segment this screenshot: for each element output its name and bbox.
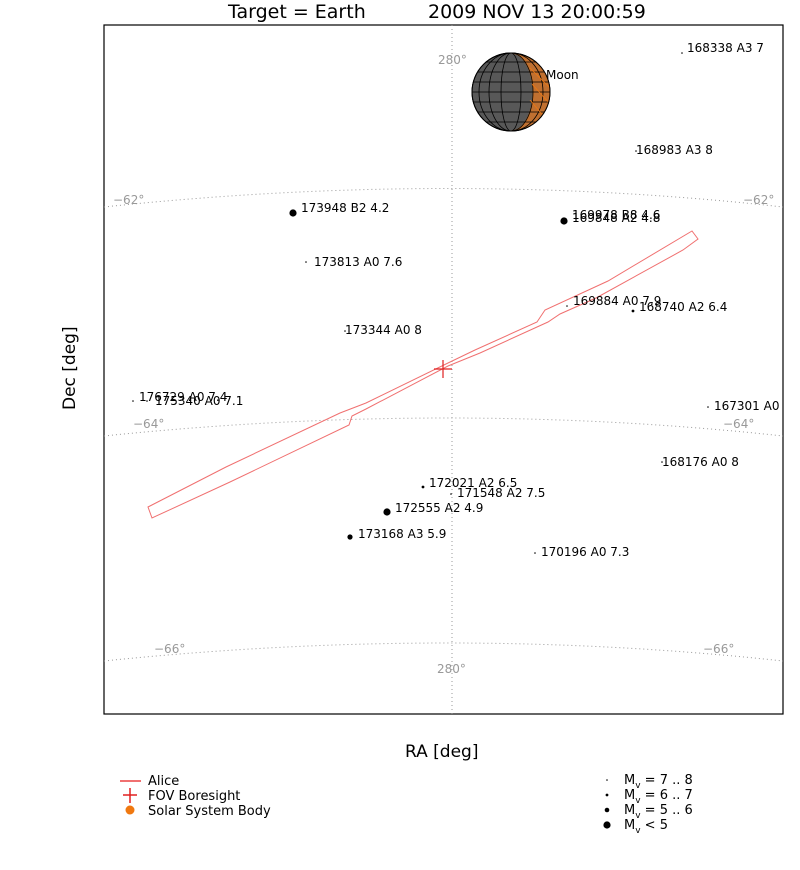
legend-mag-lt-5: Mv < 5 xyxy=(624,818,668,836)
star-label: 172021 A2 6.5 xyxy=(429,476,517,490)
star-markers xyxy=(132,52,709,554)
star-marker xyxy=(146,400,148,402)
star-marker xyxy=(681,52,683,54)
star-marker xyxy=(383,508,391,516)
star-label: 168983 A3 8 xyxy=(636,143,713,157)
star-label: 173948 B2 4.2 xyxy=(301,201,389,215)
star-marker xyxy=(132,400,134,402)
star-label: 173344 A0 8 xyxy=(345,323,422,337)
star-label: 169884 A0 7.9 xyxy=(573,294,661,308)
legend-mag-6-7: Mv = 6 .. 7 xyxy=(624,788,693,806)
star-marker xyxy=(289,209,297,217)
star-label: 169978 B8 4.6 xyxy=(572,208,660,222)
moon-label: Moon xyxy=(546,68,579,82)
ra-grid-label-top: 280° xyxy=(438,53,467,67)
star-marker xyxy=(534,552,536,554)
mag-5-6-legend-icon xyxy=(604,807,610,813)
legend-alice-label: Alice xyxy=(148,774,179,789)
star-marker xyxy=(450,493,452,495)
star-marker xyxy=(635,150,637,152)
star-marker xyxy=(344,330,346,332)
star-marker xyxy=(421,485,425,489)
legend-boresight-label: FOV Boresight xyxy=(148,789,240,804)
star-marker xyxy=(707,406,709,408)
y-axis-label: Dec [deg] xyxy=(60,326,80,410)
dec-grid-label-66-left: −66° xyxy=(154,642,185,656)
solar-body-legend-icon xyxy=(125,805,135,815)
star-label: 170196 A0 7.3 xyxy=(541,545,629,559)
dec-grid-label-64-left: −64° xyxy=(133,417,164,431)
boresight-legend-icon xyxy=(123,788,137,803)
ra-grid-label-bottom: 280° xyxy=(437,662,466,676)
title-datetime: 2009 NOV 13 20:00:59 xyxy=(428,1,646,23)
mag-6-7-legend-icon xyxy=(605,793,609,797)
legend-right: Mv = 7 .. 8 Mv = 6 .. 7 Mv = 5 .. 6 Mv <… xyxy=(603,773,693,836)
star-marker xyxy=(631,309,635,313)
dec-grid-label-62-left: −62° xyxy=(113,193,144,207)
star-label: 169848 A2 4.8 xyxy=(572,211,660,225)
plot-frame xyxy=(103,24,784,715)
fov-boresight-icon xyxy=(434,360,452,378)
star-label: 168740 A2 6.4 xyxy=(639,300,727,314)
dec-grid-line-64 xyxy=(103,417,784,437)
mag-lt-5-legend-icon xyxy=(603,821,611,829)
star-label: 173168 A3 5.9 xyxy=(358,527,446,541)
star-label: 175340 A0 7.1 xyxy=(155,394,243,408)
legend-mag-7-8: Mv = 7 .. 8 xyxy=(624,773,693,791)
star-labels: 168338 A3 7 168983 A3 8 173948 B2 4.2 16997… xyxy=(139,41,779,559)
star-marker xyxy=(560,217,568,225)
x-axis-label: RA [deg] xyxy=(405,742,478,762)
dec-grid-label-64-right: −64° xyxy=(723,417,754,431)
dec-grid-label-66-right: −66° xyxy=(703,642,734,656)
star-marker xyxy=(566,305,568,307)
mag-7-8-legend-icon xyxy=(606,779,608,781)
star-label: 176729 A0 7.4 xyxy=(139,390,227,404)
moon-icon xyxy=(471,52,551,132)
title-target: Target = Earth xyxy=(227,1,366,23)
star-marker xyxy=(305,261,307,263)
dec-grid-line-62 xyxy=(103,188,784,208)
star-label: 168338 A3 7 xyxy=(687,41,764,55)
star-marker xyxy=(347,534,353,540)
dec-grid-label-62-right: −62° xyxy=(743,193,774,207)
star-marker xyxy=(661,461,663,463)
legend-mag-5-6: Mv = 5 .. 6 xyxy=(624,803,693,821)
star-label: 171548 A2 7.5 xyxy=(457,486,545,500)
star-label: 167301 A0 xyxy=(714,399,779,413)
star-label: 173813 A0 7.6 xyxy=(314,255,402,269)
alice-fov-outline xyxy=(147,230,699,519)
legend-left: Alice FOV Boresight Solar System Body xyxy=(120,774,271,819)
legend-solar-body-label: Solar System Body xyxy=(148,804,271,819)
dec-grid-line-66 xyxy=(103,642,784,662)
star-label: 172555 A2 4.9 xyxy=(395,501,483,515)
star-label: 168176 A0 8 xyxy=(662,455,739,469)
